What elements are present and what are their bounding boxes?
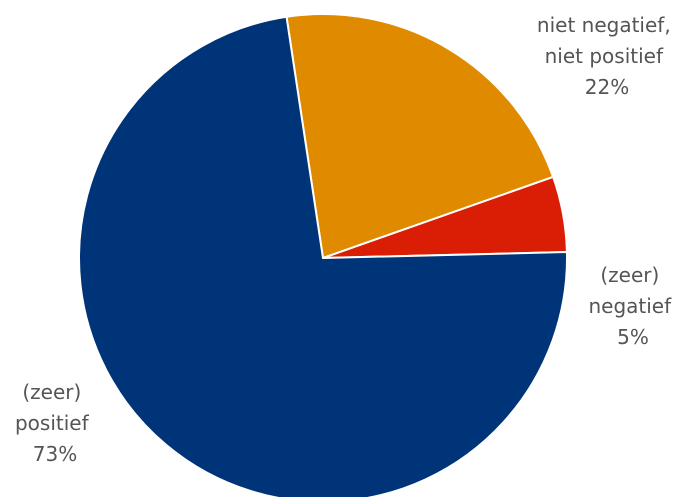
label-line: niet positief — [545, 44, 664, 68]
label-line: negatief — [588, 294, 672, 318]
pie-slice-0 — [285, 13, 555, 260]
label-zeer-negatief: (zeer) negatief 5% — [588, 263, 677, 349]
label-percent: 73% — [33, 442, 77, 466]
label-line: (zeer) — [22, 380, 81, 404]
pie-slices — [78, 13, 568, 497]
label-zeer-positief: (zeer) positief 73% — [15, 380, 95, 466]
label-line: (zeer) — [600, 263, 659, 287]
pie-slice-2 — [78, 15, 568, 497]
label-line: positief — [15, 411, 90, 435]
label-percent: 5% — [617, 325, 649, 349]
label-line: niet negatief, — [537, 13, 671, 37]
label-percent: 22% — [585, 75, 629, 99]
label-niet-negatief-niet-positief: niet negatief, niet positief 22% — [537, 13, 677, 99]
